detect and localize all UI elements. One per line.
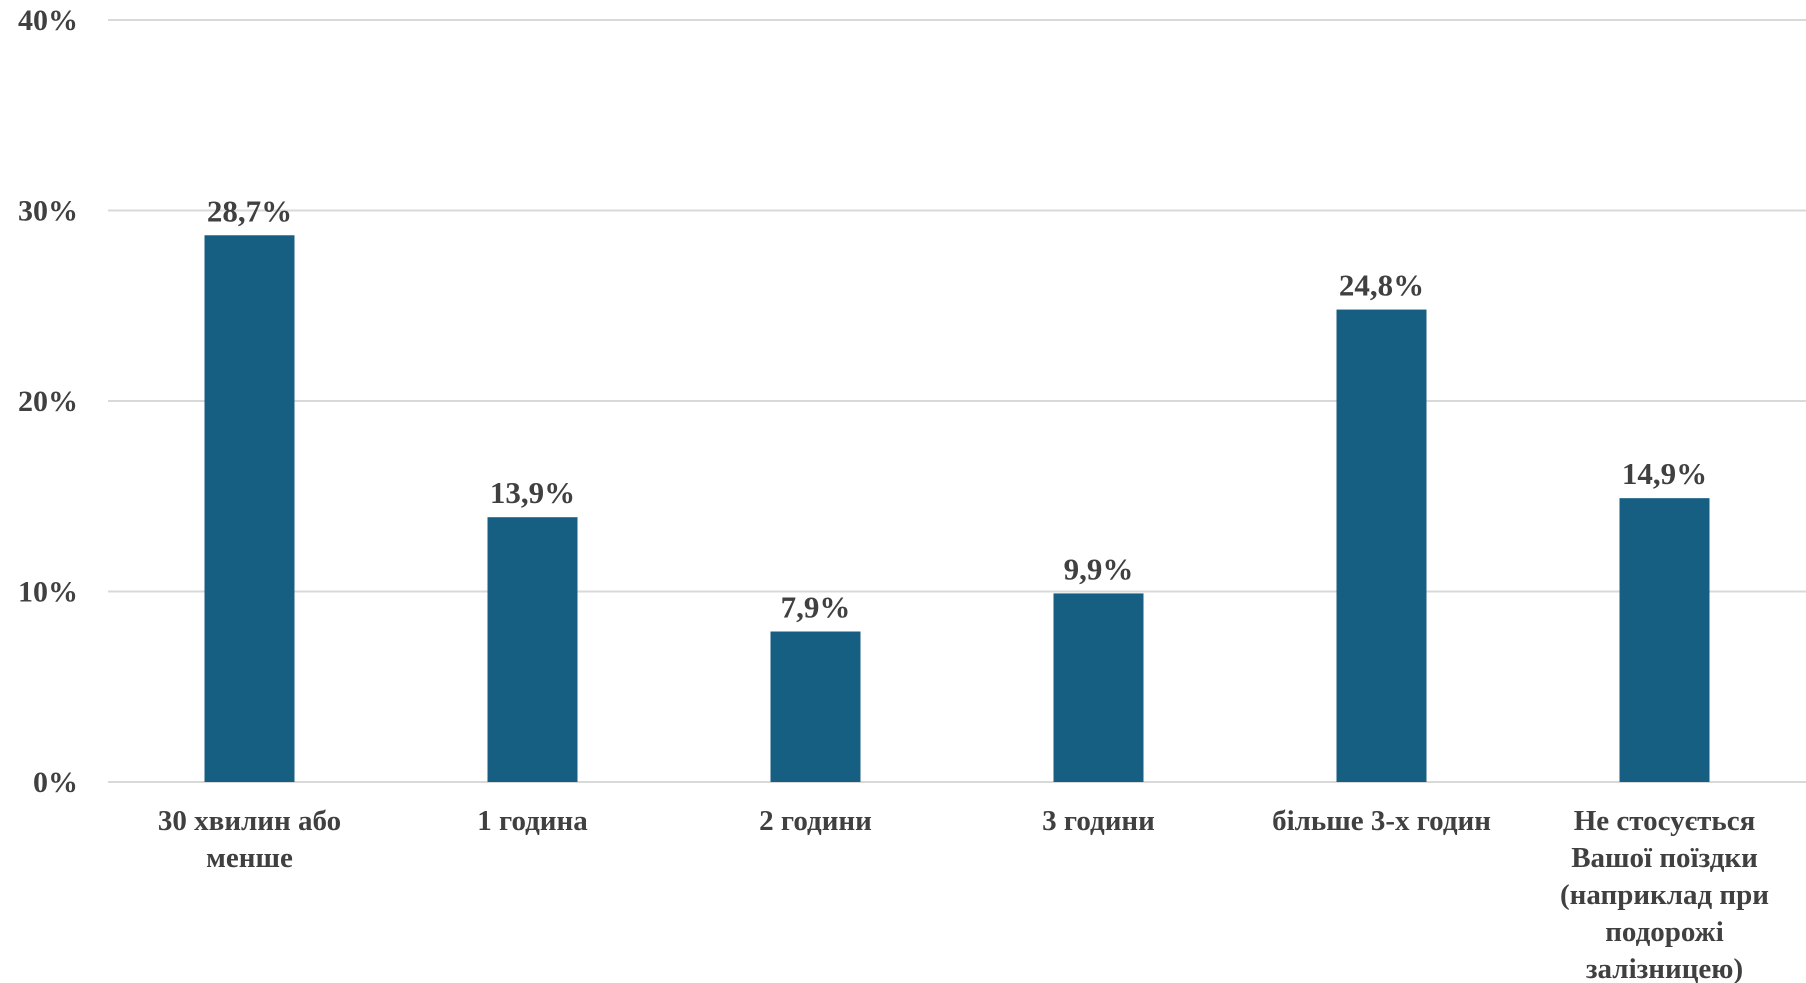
category-label: 3 години bbox=[1042, 805, 1155, 837]
x-axis-categories: 30 хвилин або менше 1 година 2 години 3 годи… bbox=[158, 805, 1769, 983]
category-label: 1 година bbox=[477, 805, 588, 837]
bar bbox=[1619, 498, 1710, 782]
y-tick-label: 10% bbox=[18, 576, 78, 609]
bar bbox=[487, 517, 578, 782]
bar bbox=[1053, 593, 1144, 782]
y-tick-label: 0% bbox=[33, 766, 78, 799]
category-label: 2 години bbox=[759, 805, 872, 837]
gridlines bbox=[108, 19, 1806, 783]
bar bbox=[204, 235, 295, 782]
data-label: 24,8% bbox=[1339, 268, 1424, 303]
y-axis-ticks: 0% 10% 20% 30% 40% bbox=[18, 4, 78, 799]
bars bbox=[204, 235, 1710, 782]
bar bbox=[770, 631, 861, 782]
category-label: більше 3-х годин bbox=[1272, 805, 1491, 837]
category-label: Не стосується Вашої поїздки (наприклад при… bbox=[1560, 805, 1769, 983]
data-label: 13,9% bbox=[490, 475, 575, 510]
data-label: 7,9% bbox=[781, 590, 851, 625]
data-labels: 28,7% 13,9% 7,9% 9,9% 24,8% 14,9% bbox=[207, 193, 1707, 624]
y-tick-label: 30% bbox=[18, 195, 78, 228]
data-label: 28,7% bbox=[207, 193, 292, 228]
y-tick-label: 40% bbox=[18, 4, 78, 37]
bar bbox=[1336, 309, 1427, 782]
y-tick-label: 20% bbox=[18, 385, 78, 418]
data-label: 14,9% bbox=[1622, 456, 1707, 491]
data-label: 9,9% bbox=[1064, 551, 1134, 586]
category-label: 30 хвилин або менше bbox=[158, 805, 341, 874]
